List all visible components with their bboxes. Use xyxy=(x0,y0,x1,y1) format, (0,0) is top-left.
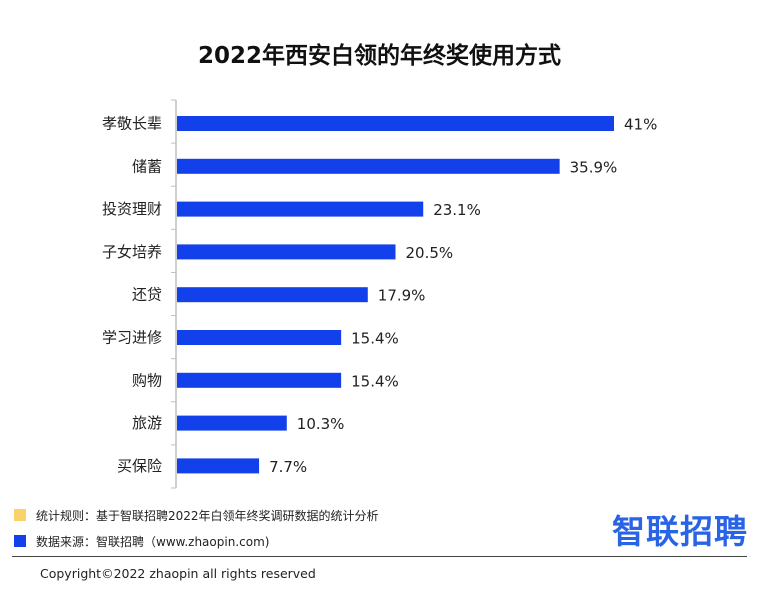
copyright-text: Copyright©2022 zhaopin all rights reserv… xyxy=(40,566,316,581)
source-swatch-icon xyxy=(14,535,26,547)
bar xyxy=(177,372,342,388)
bar xyxy=(177,330,342,345)
category-label: 储蓄 xyxy=(132,157,162,175)
rule-note-text: 统计规则：基于智联招聘2022年白领年终奖调研数据的统计分析 xyxy=(36,508,379,523)
bar xyxy=(177,458,260,474)
footer-divider xyxy=(12,556,747,557)
value-label: 7.7% xyxy=(269,458,307,476)
value-label: 15.4% xyxy=(351,372,399,390)
bar xyxy=(177,244,396,260)
rule-note: 统计规则：基于智联招聘2022年白领年终奖调研数据的统计分析 xyxy=(14,506,379,524)
value-label: 20.5% xyxy=(406,244,454,262)
bar xyxy=(177,116,614,131)
value-label: 41% xyxy=(624,116,657,134)
value-label: 10.3% xyxy=(297,415,345,433)
source-note: 数据来源：智联招聘（www.zhaopin.com) xyxy=(14,532,379,550)
source-note-text: 数据来源：智联招聘（www.zhaopin.com) xyxy=(36,534,270,549)
category-label: 购物 xyxy=(132,371,162,389)
chart-title: 2022年西安白领的年终奖使用方式 xyxy=(197,43,561,69)
category-label: 学习进修 xyxy=(102,329,162,347)
bar-chart: 孝敬长辈 41% 储蓄 35.9% 投资理财 23.1% 子女培养 20.5% 还贷 17.9% 学… xyxy=(102,99,657,489)
value-label: 35.9% xyxy=(570,158,618,176)
category-label: 投资理财 xyxy=(102,200,162,218)
bar xyxy=(177,201,424,217)
bar xyxy=(177,415,287,431)
category-label: 旅游 xyxy=(132,414,162,432)
chart-notes: 统计规则：基于智联招聘2022年白领年终奖调研数据的统计分析 数据来源：智联招聘… xyxy=(14,506,379,558)
category-label: 还贷 xyxy=(132,286,162,304)
category-label: 买保险 xyxy=(117,457,162,475)
bar xyxy=(177,287,368,303)
rule-swatch-icon xyxy=(14,509,26,521)
value-label: 15.4% xyxy=(351,330,399,348)
value-label: 17.9% xyxy=(378,287,426,305)
category-label: 子女培养 xyxy=(102,243,162,261)
brand-logo: 智联招聘 xyxy=(612,512,748,551)
bar xyxy=(177,158,560,174)
value-label: 23.1% xyxy=(433,201,481,219)
category-label: 孝敬长辈 xyxy=(102,115,162,133)
